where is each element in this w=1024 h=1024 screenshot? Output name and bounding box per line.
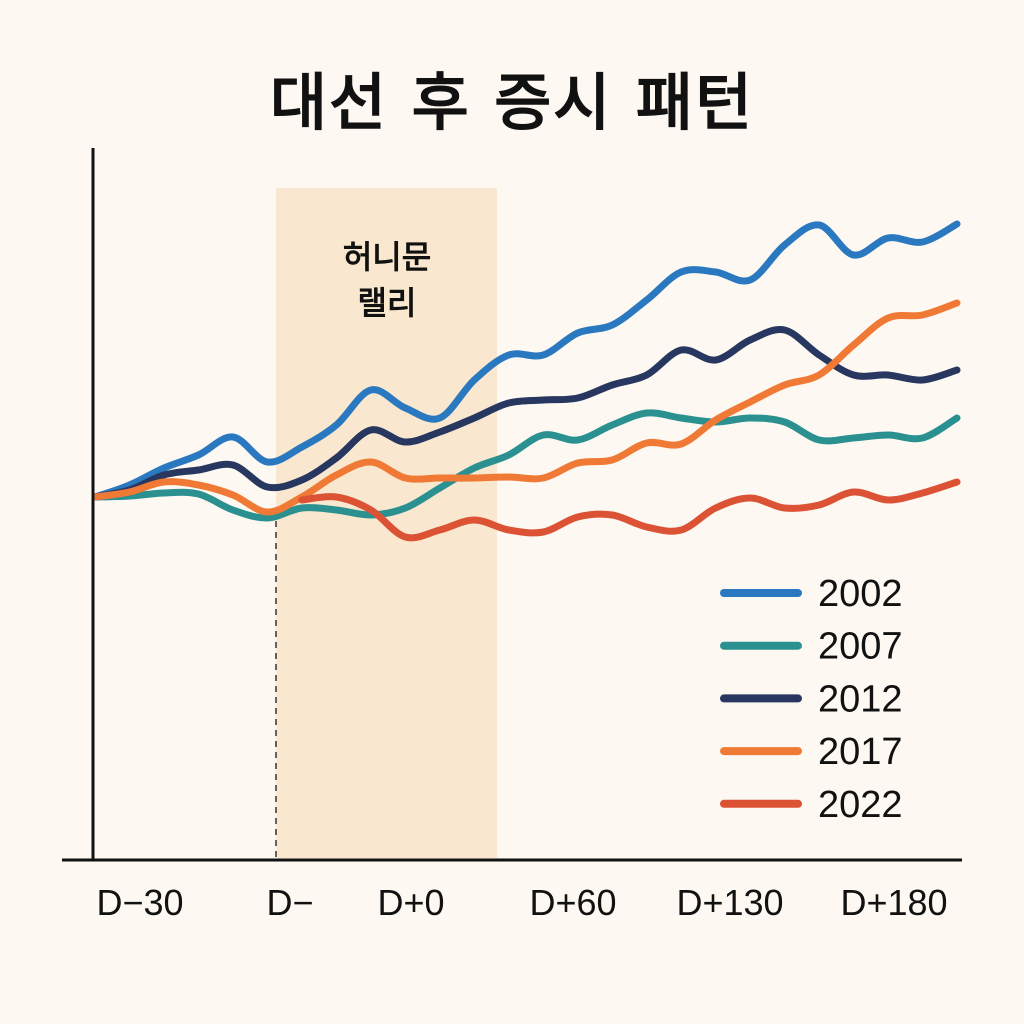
series-line-2022 — [298, 478, 961, 542]
legend-label: 2007 — [818, 626, 903, 668]
series-line-2007 — [91, 409, 961, 522]
series-line-2012 — [91, 326, 961, 501]
x-tick-label: D+180 — [840, 882, 947, 923]
x-tick-label: D+60 — [529, 882, 616, 923]
legend-label: 2002 — [818, 573, 903, 615]
legend-label: 2022 — [818, 784, 903, 826]
x-tick-label: D−30 — [96, 882, 183, 923]
annotation-line1: 허니문 — [343, 238, 431, 276]
annotation-line2: 랠리 — [358, 284, 417, 322]
legend: 2002 2007 2012 2017 2022 — [720, 573, 903, 826]
series-line-2017 — [91, 299, 961, 516]
x-tick-label: D+0 — [377, 882, 444, 923]
legend-label: 2017 — [818, 731, 903, 773]
x-tick-label: D− — [266, 882, 313, 923]
legend-label: 2012 — [818, 678, 903, 720]
series-line-2002 — [91, 220, 961, 501]
chart-title: 대선 후 증시 패턴 — [269, 66, 755, 139]
x-tick-label: D+130 — [676, 882, 783, 923]
